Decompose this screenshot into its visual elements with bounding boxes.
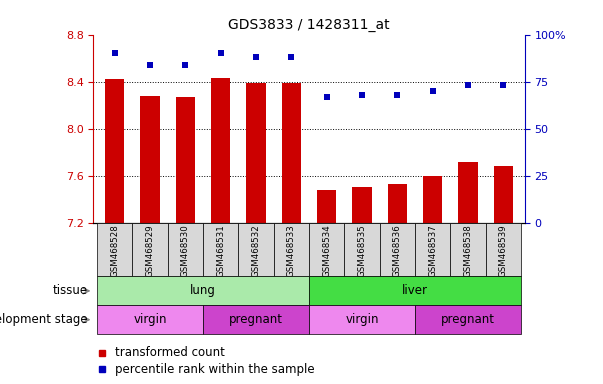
Text: GSM468533: GSM468533 (287, 224, 296, 277)
Text: pregnant: pregnant (229, 313, 283, 326)
Text: GSM468528: GSM468528 (110, 224, 119, 277)
Bar (458, 162, 478, 223)
Text: GSM468531: GSM468531 (216, 224, 225, 277)
Text: development stage: development stage (0, 313, 87, 326)
Bar (211, 78, 230, 223)
Text: GSM468535: GSM468535 (358, 224, 367, 277)
Bar (203, 223, 238, 276)
Text: GSM468536: GSM468536 (393, 224, 402, 277)
Bar (309, 276, 521, 305)
Bar (168, 223, 203, 276)
Text: pregnant: pregnant (441, 313, 495, 326)
Text: percentile rank within the sample: percentile rank within the sample (115, 363, 315, 376)
Bar (450, 223, 486, 276)
Bar (415, 305, 521, 334)
Bar (344, 223, 380, 276)
Bar (132, 223, 168, 276)
Text: GSM468530: GSM468530 (181, 224, 190, 277)
Text: GSM468538: GSM468538 (464, 224, 473, 277)
Text: GSM468539: GSM468539 (499, 224, 508, 277)
Bar (380, 223, 415, 276)
Text: liver: liver (402, 285, 428, 297)
Point (393, 92, 402, 98)
Bar (238, 223, 274, 276)
Point (180, 61, 190, 68)
Bar (246, 83, 266, 223)
Bar (97, 276, 309, 305)
Text: GSM468534: GSM468534 (322, 224, 331, 277)
Point (322, 94, 332, 100)
Bar (274, 223, 309, 276)
Point (145, 61, 155, 68)
Text: virgin: virgin (346, 313, 379, 326)
Point (499, 82, 508, 88)
Bar (423, 176, 443, 223)
Point (463, 82, 473, 88)
Bar (175, 97, 195, 223)
Text: GSM468537: GSM468537 (428, 224, 437, 277)
Point (357, 92, 367, 98)
Text: tissue: tissue (52, 285, 87, 297)
Point (428, 88, 438, 94)
Bar (97, 305, 203, 334)
Bar (317, 190, 336, 223)
Bar (309, 305, 415, 334)
Text: transformed count: transformed count (115, 346, 225, 359)
Bar (140, 96, 160, 223)
Bar (309, 223, 344, 276)
Bar (97, 223, 132, 276)
Bar (486, 223, 521, 276)
Bar (415, 223, 450, 276)
Point (110, 50, 119, 56)
Bar (282, 83, 301, 223)
Title: GDS3833 / 1428311_at: GDS3833 / 1428311_at (228, 18, 390, 32)
Point (251, 54, 261, 60)
Text: virgin: virgin (133, 313, 167, 326)
Text: GSM468532: GSM468532 (251, 224, 260, 277)
Bar (105, 79, 124, 223)
Bar (352, 187, 372, 223)
Point (216, 50, 226, 56)
Bar (494, 166, 513, 223)
Text: lung: lung (190, 285, 216, 297)
Point (286, 54, 296, 60)
Text: GSM468529: GSM468529 (145, 224, 154, 277)
Bar (388, 184, 407, 223)
Bar (203, 305, 309, 334)
